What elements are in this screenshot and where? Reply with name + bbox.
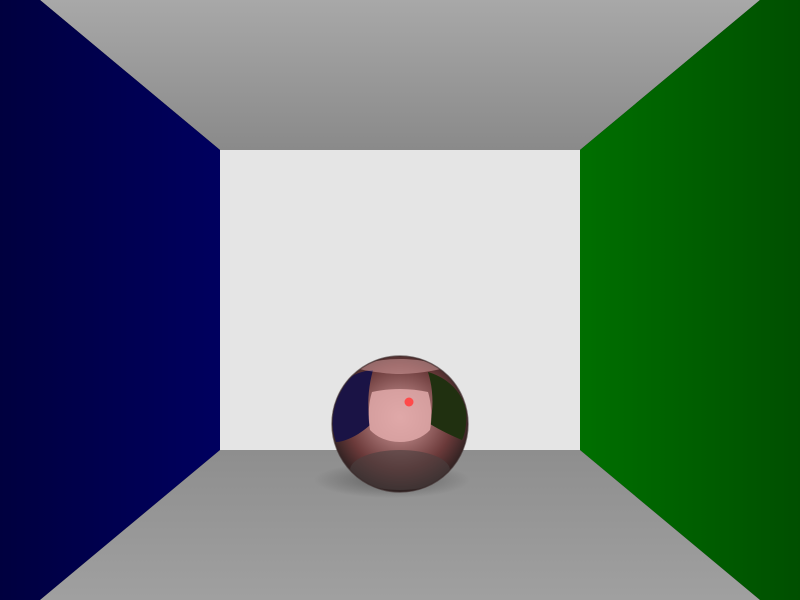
right-wall: [580, 0, 800, 600]
sphere-reflection-floor: [350, 450, 450, 490]
sphere-reflection-right-wall: [428, 372, 467, 440]
sphere-reflection-ceiling: [355, 359, 445, 374]
sphere-specular-highlight: [404, 397, 414, 407]
floor: [40, 450, 760, 600]
left-wall: [0, 0, 220, 600]
reflective-sphere: [331, 355, 469, 493]
sphere-reflection-back-wall: [368, 389, 432, 442]
ceiling: [40, 0, 760, 150]
sphere-rim: [331, 355, 469, 493]
